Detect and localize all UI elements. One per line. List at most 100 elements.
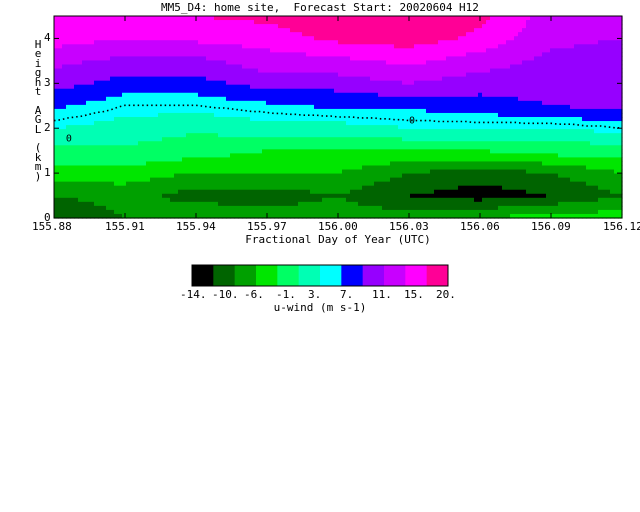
heatmap-cell bbox=[194, 117, 199, 122]
heatmap-cell bbox=[90, 104, 95, 110]
heatmap-cell bbox=[370, 16, 375, 21]
heatmap-cell bbox=[222, 169, 227, 175]
heatmap-cell bbox=[330, 209, 335, 215]
heatmap-cell bbox=[262, 125, 267, 130]
heatmap-cell bbox=[146, 149, 151, 154]
heatmap-cell bbox=[254, 44, 259, 49]
heatmap-cell bbox=[386, 189, 391, 195]
heatmap-cell bbox=[122, 193, 127, 199]
heatmap-cell bbox=[430, 56, 435, 62]
heatmap-cell bbox=[154, 24, 159, 29]
heatmap-cell bbox=[438, 96, 443, 102]
heatmap-cell bbox=[434, 197, 439, 203]
heatmap-cell bbox=[402, 213, 407, 219]
heatmap-cell bbox=[402, 72, 407, 78]
heatmap-cell bbox=[210, 80, 215, 86]
heatmap-cell bbox=[130, 177, 135, 183]
heatmap-cell bbox=[178, 125, 183, 130]
heatmap-cell bbox=[218, 104, 223, 110]
heatmap-cell bbox=[198, 20, 203, 25]
heatmap-cell bbox=[182, 125, 187, 130]
heatmap-cell bbox=[370, 161, 375, 167]
heatmap-cell bbox=[122, 48, 127, 53]
heatmap-cell bbox=[438, 153, 443, 158]
heatmap-cell bbox=[250, 104, 255, 110]
heatmap-cell bbox=[430, 189, 435, 195]
heatmap-cell bbox=[266, 52, 271, 57]
heatmap-cell bbox=[90, 32, 95, 37]
heatmap-cell bbox=[142, 108, 147, 114]
heatmap-cell bbox=[158, 185, 163, 191]
heatmap-cell bbox=[174, 92, 179, 98]
heatmap-cell bbox=[418, 193, 423, 199]
heatmap-cell bbox=[202, 141, 207, 146]
heatmap-cell bbox=[378, 177, 383, 183]
heatmap-cell bbox=[82, 80, 87, 86]
heatmap-cell bbox=[162, 141, 167, 146]
heatmap-cell bbox=[134, 153, 139, 158]
heatmap-cell bbox=[150, 64, 155, 70]
heatmap-cell bbox=[198, 104, 203, 110]
heatmap-cell bbox=[146, 20, 151, 25]
heatmap-cell bbox=[322, 100, 327, 106]
heatmap-cell bbox=[354, 92, 359, 98]
heatmap-cell bbox=[370, 68, 375, 74]
heatmap-cell bbox=[318, 149, 323, 154]
heatmap-cell bbox=[386, 100, 391, 106]
heatmap-cell bbox=[154, 76, 159, 82]
heatmap-cell bbox=[110, 137, 115, 142]
heatmap-cell bbox=[310, 16, 315, 21]
heatmap-cell bbox=[234, 181, 239, 187]
heatmap-cell bbox=[294, 96, 299, 102]
heatmap-cell bbox=[166, 161, 171, 167]
heatmap-cell bbox=[118, 149, 123, 154]
heatmap-cell bbox=[126, 52, 131, 57]
heatmap-cell bbox=[70, 88, 75, 94]
heatmap-cell bbox=[242, 121, 247, 126]
heatmap-cell bbox=[358, 20, 363, 25]
heatmap-cell bbox=[322, 201, 327, 207]
heatmap-cell bbox=[342, 153, 347, 158]
heatmap-cell bbox=[282, 129, 287, 134]
heatmap-cell bbox=[82, 201, 87, 207]
heatmap-cell bbox=[438, 133, 443, 138]
heatmap-cell bbox=[318, 28, 323, 33]
heatmap-cell bbox=[450, 157, 455, 163]
heatmap-cell bbox=[78, 205, 83, 211]
heatmap-cell bbox=[242, 64, 247, 70]
heatmap-cell bbox=[450, 52, 455, 57]
heatmap-cell bbox=[142, 197, 147, 203]
heatmap-cell bbox=[90, 121, 95, 126]
heatmap-cell bbox=[438, 72, 443, 78]
heatmap-cell bbox=[414, 44, 419, 49]
heatmap-cell bbox=[366, 181, 371, 187]
heatmap-cell bbox=[238, 205, 243, 211]
heatmap-cell bbox=[234, 125, 239, 130]
heatmap-cell bbox=[90, 133, 95, 138]
heatmap-cell bbox=[342, 60, 347, 66]
heatmap-cell bbox=[294, 125, 299, 130]
heatmap-cell bbox=[370, 181, 375, 187]
heatmap-cell bbox=[122, 100, 127, 106]
heatmap-cell bbox=[250, 193, 255, 199]
heatmap-cell bbox=[158, 137, 163, 142]
heatmap-cell bbox=[146, 145, 151, 150]
heatmap-cell bbox=[326, 121, 331, 126]
heatmap-cell bbox=[202, 100, 207, 106]
heatmap-cell bbox=[318, 209, 323, 215]
heatmap-cell bbox=[382, 157, 387, 163]
heatmap-cell bbox=[150, 72, 155, 78]
heatmap-cell bbox=[74, 157, 79, 163]
heatmap-cell bbox=[90, 56, 95, 62]
heatmap-cell bbox=[402, 129, 407, 134]
heatmap-cell bbox=[194, 64, 199, 70]
heatmap-cell bbox=[202, 213, 207, 219]
heatmap-cell bbox=[58, 129, 63, 134]
heatmap-cell bbox=[450, 40, 455, 45]
heatmap-cell bbox=[254, 173, 259, 179]
heatmap-cell bbox=[66, 157, 71, 163]
heatmap-cell bbox=[306, 100, 311, 106]
heatmap-cell bbox=[90, 44, 95, 49]
heatmap-cell bbox=[54, 104, 59, 110]
heatmap-cell bbox=[446, 112, 451, 118]
